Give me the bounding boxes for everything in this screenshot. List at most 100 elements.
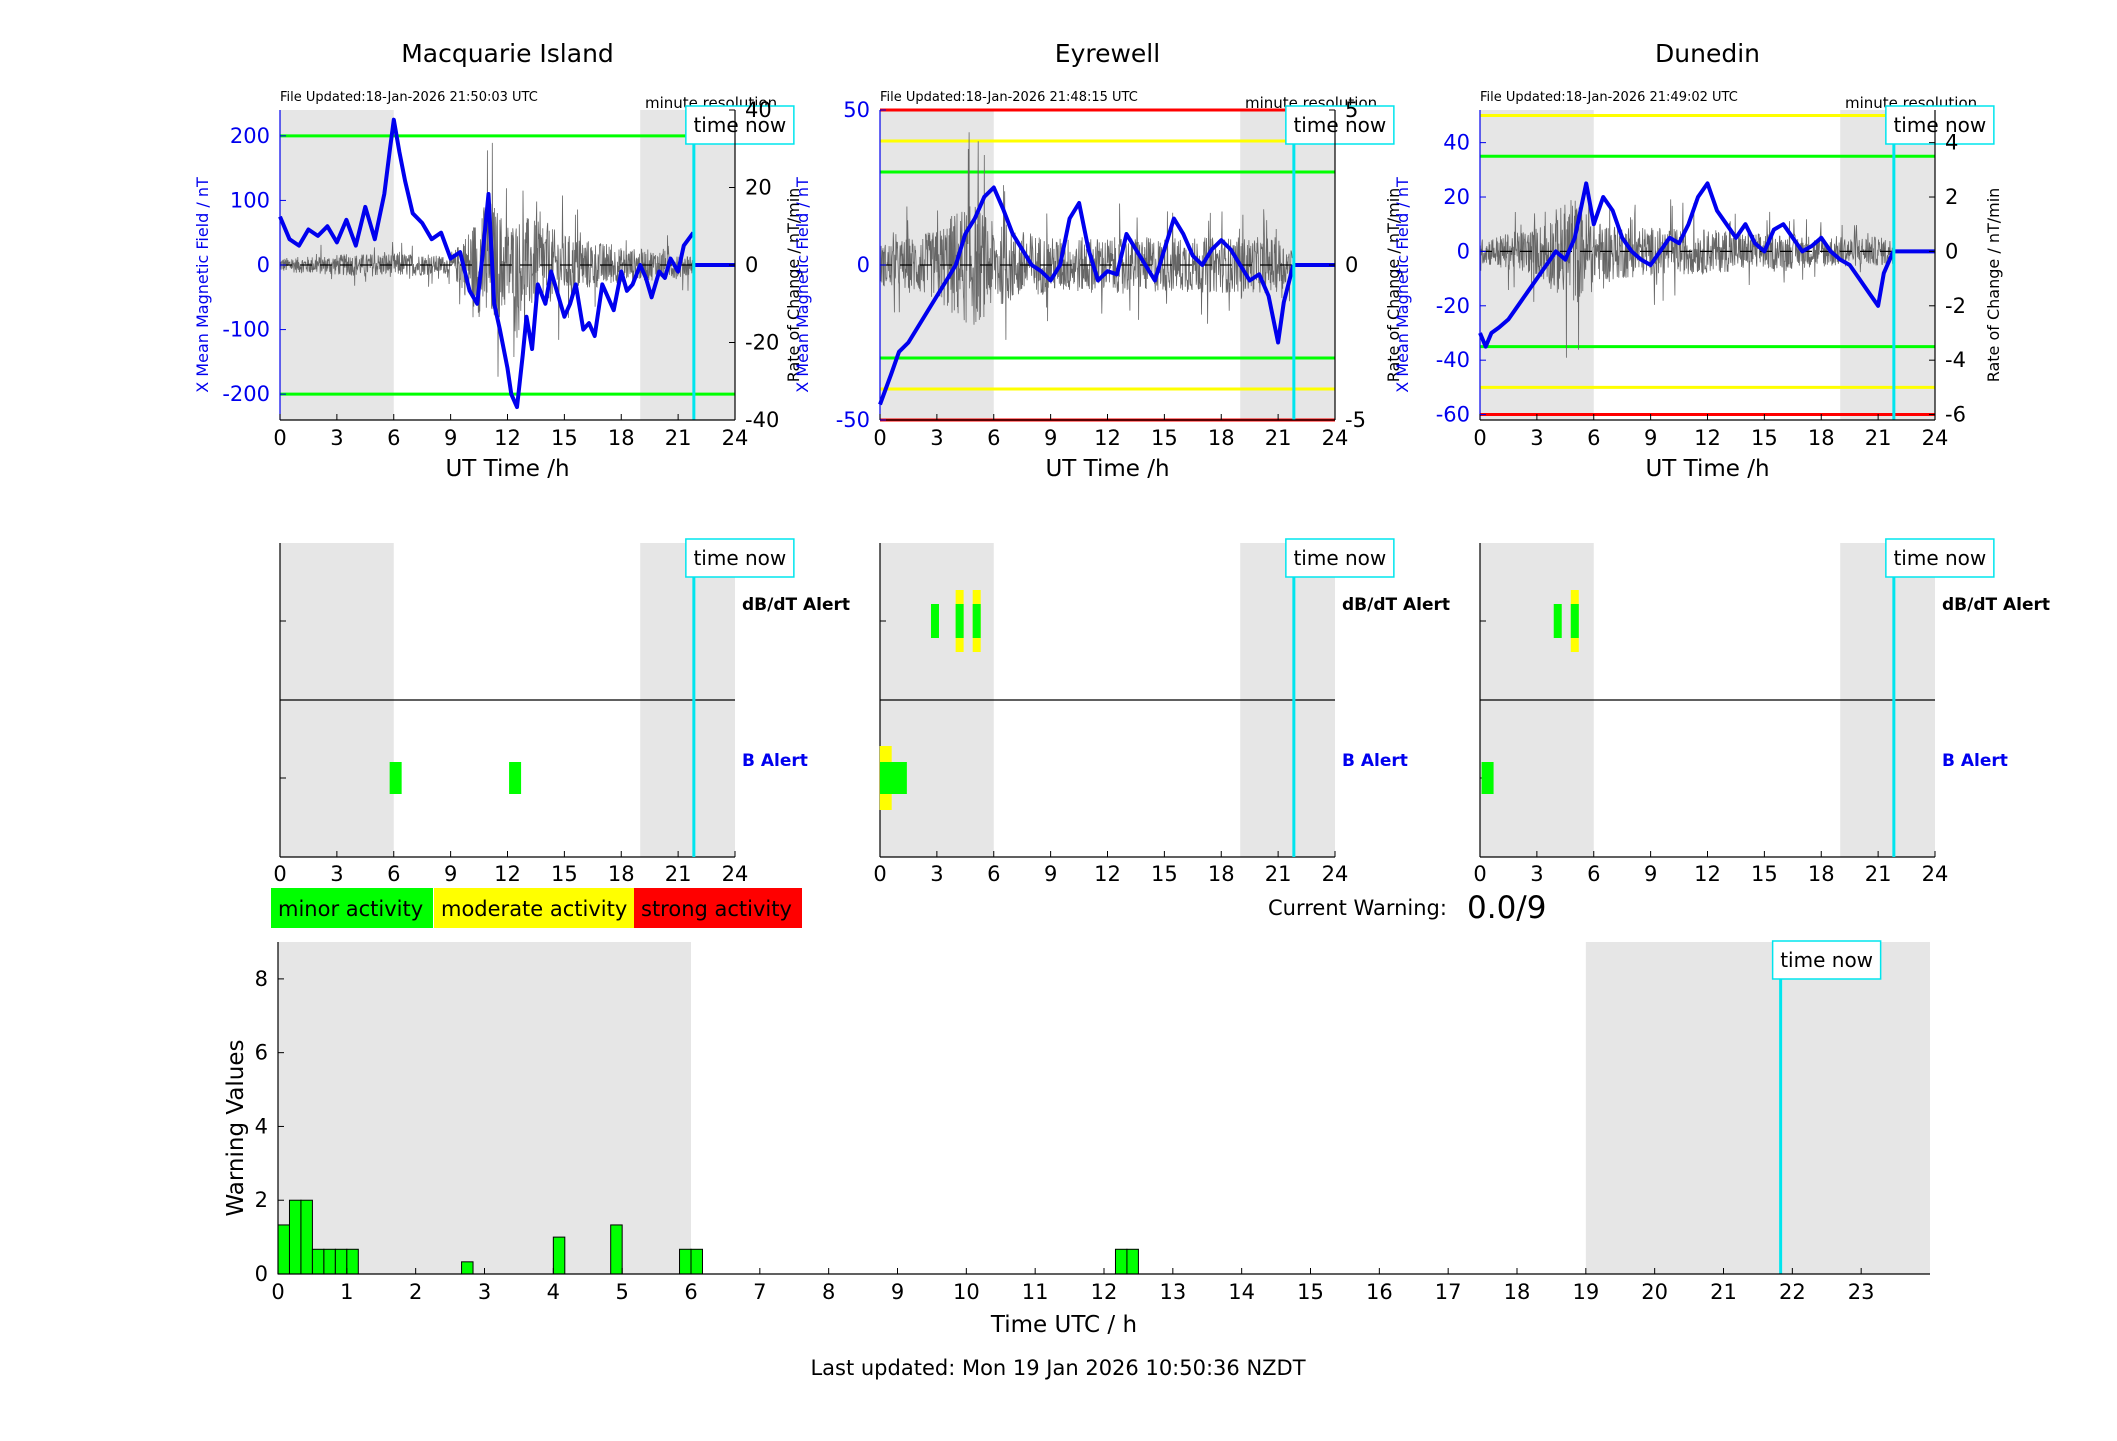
y-axis-label-right: Rate of Change / nT/min [1384, 188, 1403, 383]
y-tick-label-right: -4 [1945, 348, 1966, 372]
y-tick-label: 4 [255, 1114, 268, 1138]
y-tick-label-left: -100 [222, 318, 270, 342]
x-tick-label: 12 [1094, 426, 1121, 450]
x-tick-label: 18 [1208, 862, 1235, 886]
y-tick-label-left: -20 [1436, 294, 1470, 318]
y-tick-label-right: 2 [1945, 185, 1958, 209]
warning-bar [461, 1261, 474, 1275]
time-now-box [1885, 538, 1995, 578]
x-mean-field-series [878, 185, 1296, 406]
b-alert-label: B Alert [1342, 751, 1408, 771]
dbdt-alert-label: dB/dT Alert [1942, 595, 2050, 615]
legend-strong-swatch [634, 888, 802, 928]
x-tick-label: 9 [1044, 862, 1057, 886]
y-tick-label: 8 [255, 967, 268, 991]
y-tick-label-left: 0 [857, 253, 870, 277]
x-tick-label: 6 [987, 426, 1000, 450]
warning-bar [552, 1236, 566, 1275]
x-axis-label: Time UTC / h [990, 1312, 1137, 1338]
b-alert-bar-minor [1481, 762, 1494, 794]
alert-panel-0: time now dB/dT Alert B Alert 0 3 6 9 12 15 18 21 24 [273, 538, 850, 886]
x-mean-field-series [1478, 181, 1896, 349]
y-tick-label: 6 [255, 1041, 268, 1065]
x-tick-label: 12 [1091, 1280, 1118, 1304]
x-tick-label: 24 [1322, 426, 1349, 450]
time-now-label: time now [693, 546, 786, 570]
x-tick-label: 21 [1865, 426, 1892, 450]
file-updated-text: File Updated:18-Jan-2026 21:50:03 UTC [280, 90, 538, 105]
warning-bar [346, 1248, 359, 1275]
x-tick-label: 9 [1644, 862, 1657, 886]
y-tick-label-right: 0 [1345, 253, 1358, 277]
x-tick-label: 9 [444, 426, 457, 450]
panel-title: Macquarie Island [401, 39, 614, 68]
rate-of-change-series [279, 142, 695, 377]
x-tick-label: 20 [1641, 1280, 1668, 1304]
y-axis-label: Warning Values [223, 1039, 249, 1216]
warning-bar [690, 1248, 703, 1275]
y-tick-label-left: -50 [836, 408, 870, 432]
warning-bar [300, 1199, 313, 1275]
warning-bar [323, 1248, 336, 1275]
x-tick-label: 13 [1159, 1280, 1186, 1304]
dbdt-alert-bar-minor [1553, 604, 1562, 638]
current-warning-label: Current Warning: [1268, 896, 1447, 920]
panel-title: Dunedin [1655, 39, 1760, 68]
b-alert-label: B Alert [1942, 751, 2008, 771]
x-tick-label: 24 [1922, 862, 1949, 886]
b-alert-bar-minor [880, 762, 907, 794]
y-tick-label-left: -200 [222, 382, 270, 406]
x-tick-label: 17 [1435, 1280, 1462, 1304]
x-tick-label: 9 [1644, 426, 1657, 450]
x-tick-label: 4 [547, 1280, 560, 1304]
y-tick-label-right: -2 [1945, 294, 1966, 318]
x-tick-label: 15 [551, 426, 578, 450]
x-tick-label: 5 [615, 1280, 628, 1304]
x-tick-label: 21 [665, 426, 692, 450]
y-tick-label-left: 200 [230, 124, 270, 148]
y-tick-label: 2 [255, 1188, 268, 1212]
x-axis-label: UT Time /h [1645, 456, 1769, 482]
x-tick-label: 18 [1808, 426, 1835, 450]
x-tick-label: 23 [1848, 1280, 1875, 1304]
x-tick-label: 3 [330, 862, 343, 886]
x-tick-label: 9 [1044, 426, 1057, 450]
y-tick-label-right: 40 [745, 98, 772, 122]
y-axis-label-left: X Mean Magnetic Field / nT [1393, 177, 1412, 393]
dbdt-alert-bar-minor [972, 604, 981, 638]
y-tick-label: 0 [255, 1262, 268, 1286]
night-shade [278, 942, 691, 1274]
x-tick-label: 2 [409, 1280, 422, 1304]
x-tick-label: 3 [478, 1280, 491, 1304]
panel-title: Eyrewell [1055, 39, 1160, 68]
x-tick-label: 21 [1265, 862, 1292, 886]
x-tick-label: 6 [1587, 862, 1600, 886]
x-tick-label: 15 [1751, 426, 1778, 450]
y-tick-label-left: 0 [1457, 239, 1470, 263]
magnetic-panel-2: Dunedin File Updated:18-Jan-2026 21:49:02… [1393, 39, 2003, 482]
y-tick-label-right: 0 [1945, 239, 1958, 263]
x-tick-label: 18 [608, 426, 635, 450]
x-tick-label: 24 [1922, 426, 1949, 450]
y-tick-label-right: -6 [1945, 403, 1966, 427]
y-tick-label-right: 4 [1945, 131, 1958, 155]
x-tick-label: 18 [1208, 426, 1235, 450]
time-now-box [685, 538, 795, 578]
x-tick-label: 19 [1572, 1280, 1599, 1304]
b-alert-bar-minor [509, 762, 522, 794]
time-now-box [1771, 940, 1882, 980]
x-tick-label: 6 [987, 862, 1000, 886]
x-tick-label: 15 [551, 862, 578, 886]
x-tick-label: 9 [891, 1280, 904, 1304]
y-axis-label-left: X Mean Magnetic Field / nT [193, 177, 212, 393]
warning-bar [288, 1199, 302, 1275]
x-tick-label: 12 [494, 426, 521, 450]
x-tick-label: 1 [340, 1280, 353, 1304]
legend-minor-swatch [271, 888, 433, 928]
time-now-label: time now [1293, 113, 1386, 137]
x-tick-label: 12 [1094, 862, 1121, 886]
time-now-label: time now [1893, 113, 1986, 137]
